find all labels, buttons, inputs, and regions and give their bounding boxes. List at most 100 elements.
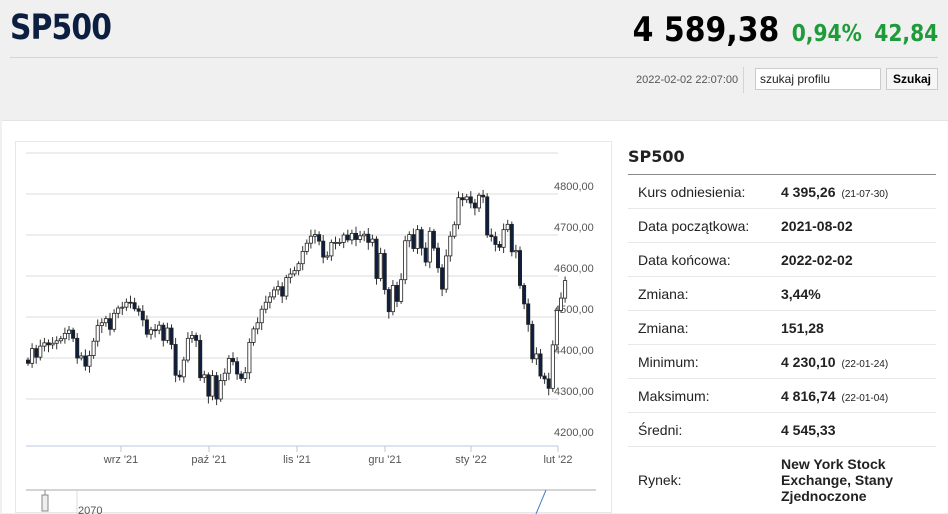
- summary-value: 4 816,74 (22-01-04): [781, 388, 888, 404]
- x-tick-label: paź '21: [191, 454, 226, 466]
- ticker-title: SP500: [10, 8, 112, 48]
- candle-body: [189, 335, 194, 339]
- candle-body: [42, 342, 47, 347]
- summary-panel: SP500 Kurs odniesienia: 4 395,26 (21-07-30…: [628, 141, 936, 513]
- candle-body: [46, 342, 51, 346]
- value-text: 2021-08-02: [781, 217, 853, 234]
- candle-body: [173, 344, 178, 376]
- candle-body: [485, 196, 490, 236]
- summary-value: 4 545,33: [781, 422, 842, 438]
- candle-body: [177, 374, 182, 378]
- y-tick-label: 4200,00: [554, 427, 594, 439]
- candle-body: [30, 348, 35, 364]
- candle-body: [390, 285, 395, 313]
- candle-body: [185, 337, 190, 361]
- candle-body: [563, 280, 568, 299]
- summary-label: Minimum:: [638, 353, 699, 370]
- candle-body: [251, 328, 256, 343]
- last-price: 4 589,38: [632, 10, 780, 50]
- candle-body: [247, 342, 252, 374]
- value-text: 4 816,74: [781, 387, 836, 404]
- candle-body: [464, 196, 469, 201]
- candle-body: [452, 224, 457, 237]
- summary-row: Średni: 4 545,33: [628, 413, 936, 447]
- candle-body: [542, 375, 547, 380]
- candle-body: [288, 273, 293, 279]
- search-input[interactable]: [755, 68, 881, 90]
- candlestick-chart[interactable]: 4200,00 4300,00 4400,00 4500,00 4600,00 4700,…: [15, 141, 612, 514]
- x-tick-label: lut '22: [543, 454, 572, 466]
- candle-body: [136, 308, 141, 312]
- x-tick-label: gru '21: [368, 454, 401, 466]
- candle-body: [550, 344, 555, 389]
- candle-body: [71, 329, 76, 339]
- candle-body: [333, 241, 338, 244]
- candle-body: [526, 303, 531, 325]
- candle-body: [25, 359, 30, 364]
- summary-label: Zmiana:: [638, 319, 689, 336]
- candle-body: [349, 232, 354, 241]
- value-date: (21-07-30): [841, 188, 889, 200]
- candle-body: [161, 324, 166, 341]
- value-text: New York Stock Exchange, Stany Zjednoczo…: [781, 456, 894, 504]
- candle-body: [83, 355, 88, 367]
- candle-body: [509, 223, 514, 253]
- summary-value: 4 230,10 (22-01-24): [781, 354, 888, 370]
- candle-body: [554, 310, 559, 346]
- candle-body: [243, 372, 248, 379]
- value-text: 4 230,10: [781, 353, 836, 370]
- x-tick-label: wrz '21: [103, 454, 139, 466]
- candle-body: [148, 329, 153, 335]
- candle-body: [103, 318, 108, 324]
- candle-body: [169, 327, 174, 345]
- search-button[interactable]: Szukaj: [886, 68, 938, 90]
- candle-body: [456, 197, 461, 226]
- summary-row: Maksimum: 4 816,74 (22-01-04): [628, 379, 936, 413]
- candle-body: [91, 340, 96, 356]
- x-tick-label: sty '22: [455, 454, 486, 466]
- candle-body: [382, 253, 387, 290]
- candle-body: [407, 234, 412, 242]
- candle-body: [538, 353, 543, 377]
- change-percent: 0,94%: [791, 21, 862, 47]
- candle-body: [481, 194, 486, 198]
- summary-label: Kurs odniesienia:: [638, 183, 746, 200]
- candle-body: [312, 234, 317, 237]
- candle-body: [108, 318, 113, 330]
- y-tick-label: 4600,00: [554, 263, 594, 275]
- candle-body: [337, 241, 342, 244]
- change-absolute: 42,84: [873, 21, 938, 47]
- candle-body: [226, 358, 231, 374]
- candle-body: [366, 233, 371, 243]
- candle-body: [75, 337, 80, 359]
- candle-body: [120, 306, 125, 309]
- y-tick-label: 4400,00: [554, 345, 594, 357]
- candle-body: [124, 301, 129, 308]
- summary-row: Zmiana: 151,28: [628, 311, 936, 345]
- candle-body: [38, 345, 43, 358]
- candle-body: [271, 289, 276, 298]
- summary-row: Rynek: New York Stock Exchange, Stany Zje…: [628, 447, 936, 513]
- candle-body: [194, 335, 199, 341]
- candle-body: [284, 277, 289, 297]
- candle-body: [95, 325, 100, 342]
- candle-body: [468, 196, 473, 204]
- candle-body: [489, 234, 494, 238]
- candle-body: [394, 285, 399, 302]
- candle-body: [144, 319, 149, 335]
- candle-body: [321, 240, 326, 258]
- candle-body: [263, 301, 268, 310]
- candle-body: [58, 338, 63, 342]
- summary-value: 2022-02-02: [781, 252, 859, 268]
- value-text: 3,44%: [781, 285, 821, 302]
- price-block: 4 589,38 0,94% 42,84: [632, 10, 938, 50]
- candle-body: [431, 230, 436, 249]
- divider: [10, 57, 938, 58]
- candle-body: [304, 242, 309, 252]
- candle-body: [399, 279, 404, 302]
- candle-body: [505, 223, 510, 231]
- y-tick-label: 4700,00: [554, 222, 594, 234]
- candle-body: [292, 270, 297, 275]
- candle-body: [214, 375, 219, 400]
- candle-body: [411, 234, 416, 249]
